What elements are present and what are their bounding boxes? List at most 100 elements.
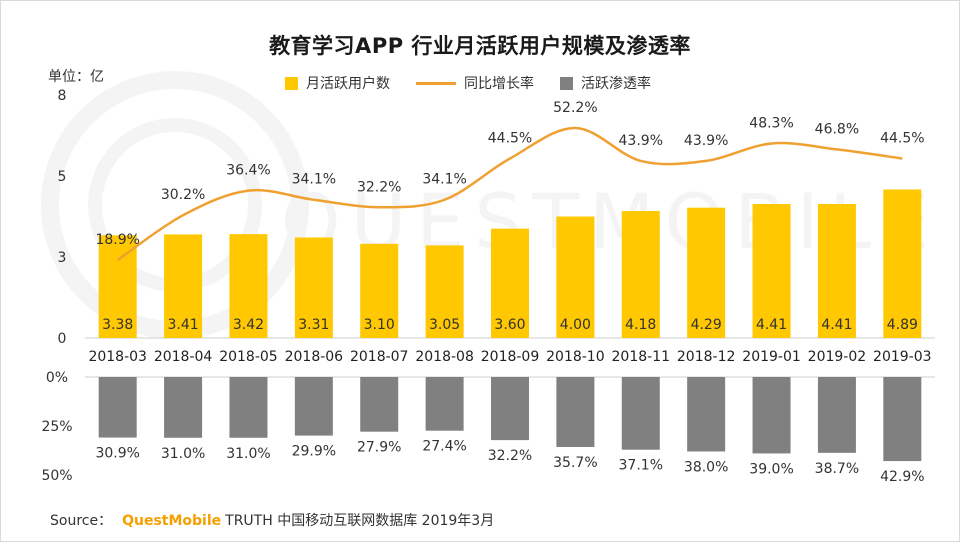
bar-penetration	[687, 377, 726, 452]
bar-label-mau: 3.05	[429, 317, 460, 333]
bar-mau	[491, 228, 529, 338]
bar-label-penetration: 31.0%	[226, 446, 270, 462]
legend-item-penetration: 活跃渗透率	[560, 73, 651, 93]
bar-label-penetration: 38.0%	[684, 459, 728, 475]
bar-mau	[360, 243, 399, 338]
bar-label-penetration: 35.7%	[553, 455, 597, 471]
bar-penetration	[491, 377, 529, 441]
bar-mau	[164, 234, 203, 338]
bar-label-mau: 4.89	[887, 317, 918, 333]
bar-mau	[817, 204, 856, 338]
point-label-growth: 43.9%	[619, 133, 663, 149]
bar-label-mau: 3.42	[233, 317, 264, 333]
bar-label-mau: 3.38	[102, 317, 133, 333]
legend-swatch-growth	[416, 81, 456, 85]
bar-label-mau: 3.41	[167, 317, 198, 333]
legend-label-mau: 月活跃用户数	[306, 76, 390, 92]
bar-mau	[294, 237, 333, 338]
x-tick-label: 2018-04	[154, 349, 213, 365]
bar-label-penetration: 30.9%	[95, 446, 139, 462]
legend-swatch-mau	[285, 76, 298, 90]
point-label-growth: 30.2%	[161, 187, 205, 203]
bar-penetration	[752, 377, 791, 454]
y-tick-top: 8	[58, 88, 67, 104]
x-tick-label: 2018-03	[88, 349, 147, 365]
bar-penetration	[556, 377, 595, 447]
point-label-growth: 32.2%	[357, 179, 401, 195]
bar-label-mau: 4.00	[560, 317, 591, 333]
bar-penetration	[817, 377, 856, 453]
unit-label: 单位：亿	[48, 69, 104, 85]
point-label-growth: 18.9%	[95, 232, 139, 248]
bar-label-penetration: 38.7%	[815, 461, 859, 477]
bar-label-penetration: 42.9%	[880, 469, 924, 485]
point-label-growth: 34.1%	[292, 172, 336, 188]
bar-label-mau: 4.41	[821, 317, 852, 333]
bar-penetration	[294, 377, 333, 436]
y-tick-top: 5	[58, 169, 67, 185]
bar-label-mau: 4.41	[756, 317, 787, 333]
point-label-growth: 48.3%	[749, 115, 793, 131]
bar-penetration	[164, 377, 203, 438]
x-tick-label: 2018-08	[415, 349, 474, 365]
bar-mau	[621, 211, 660, 338]
y-tick-bottom: 0%	[46, 370, 68, 386]
source-brand: QuestMobile	[122, 513, 222, 529]
bar-penetration	[621, 377, 660, 450]
point-label-growth: 44.5%	[880, 131, 924, 147]
bar-label-mau: 4.18	[625, 317, 656, 333]
legend-label-penetration: 活跃渗透率	[581, 76, 651, 92]
x-tick-label: 2018-09	[481, 349, 540, 365]
bar-penetration	[98, 377, 137, 438]
bar-mau	[687, 207, 726, 338]
y-tick-top: 3	[58, 250, 67, 266]
source-prefix: Source：	[50, 513, 113, 529]
chart-title: 教育学习APP 行业月活跃用户规模及渗透率	[269, 34, 691, 58]
x-tick-label: 2018-11	[612, 349, 671, 365]
x-tick-label: 2019-01	[742, 349, 801, 365]
x-tick-label: 2018-10	[546, 349, 605, 365]
bar-label-mau: 4.29	[691, 317, 722, 333]
legend: 月活跃用户数 同比增长率 活跃渗透率	[285, 73, 677, 93]
bar-penetration	[425, 377, 464, 431]
bar-label-penetration: 39.0%	[749, 461, 793, 477]
point-label-growth: 36.4%	[226, 163, 270, 179]
legend-item-growth: 同比增长率	[416, 73, 534, 93]
legend-label-growth: 同比增长率	[464, 76, 534, 92]
bar-label-penetration: 32.2%	[488, 448, 532, 464]
bar-mau	[752, 204, 791, 338]
point-label-growth: 52.2%	[553, 100, 597, 116]
bar-label-penetration: 27.4%	[422, 439, 466, 455]
x-tick-label: 2018-05	[219, 349, 278, 365]
bar-label-mau: 3.31	[298, 317, 329, 333]
bar-mau	[98, 235, 137, 338]
bar-label-penetration: 27.9%	[357, 440, 401, 456]
bar-label-penetration: 37.1%	[619, 458, 663, 474]
x-tick-label: 2019-02	[808, 349, 867, 365]
point-label-growth: 46.8%	[815, 121, 859, 137]
bar-mau	[556, 216, 595, 338]
y-tick-top: 0	[58, 331, 67, 347]
point-label-growth: 44.5%	[488, 131, 532, 147]
legend-item-mau: 月活跃用户数	[285, 73, 390, 93]
legend-swatch-penetration	[560, 76, 573, 90]
bar-mau	[425, 245, 464, 338]
x-tick-label: 2018-07	[350, 349, 409, 365]
point-label-growth: 34.1%	[422, 172, 466, 188]
bar-penetration	[883, 377, 922, 462]
bar-label-penetration: 29.9%	[292, 444, 336, 460]
bar-label-mau: 3.60	[494, 317, 525, 333]
bar-label-penetration: 31.0%	[161, 446, 205, 462]
point-label-growth: 43.9%	[684, 133, 728, 149]
source-text: TRUTH 中国移动互联网数据库 2019年3月	[225, 513, 495, 529]
bar-penetration	[229, 377, 268, 438]
source-line: Source： QuestMobile TRUTH 中国移动互联网数据库 201…	[50, 510, 494, 530]
x-tick-label: 2019-03	[873, 349, 932, 365]
bar-mau	[883, 189, 922, 338]
x-tick-label: 2018-12	[677, 349, 736, 365]
y-tick-bottom: 50%	[41, 468, 72, 484]
y-tick-bottom: 25%	[41, 419, 72, 435]
bar-mau	[229, 234, 268, 338]
bar-penetration	[360, 377, 399, 432]
